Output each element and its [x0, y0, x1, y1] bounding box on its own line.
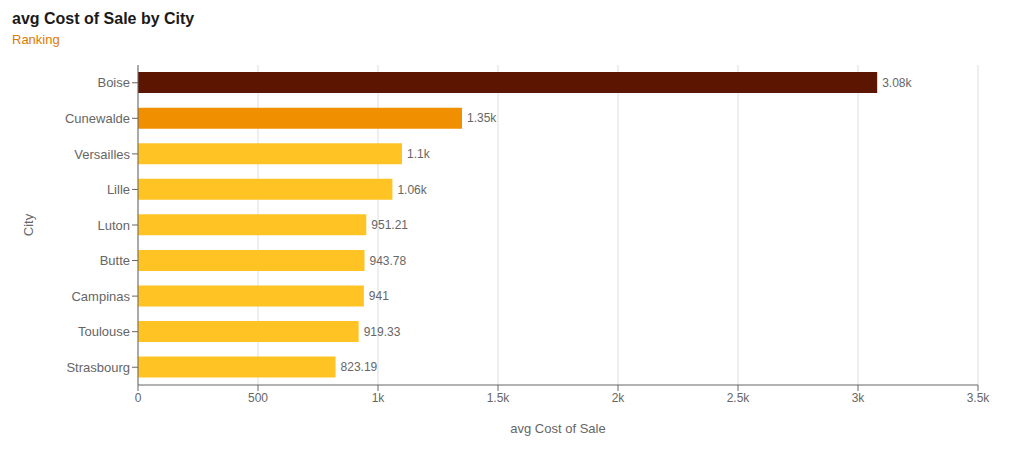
- svg-text:avg Cost of Sale: avg Cost of Sale: [510, 421, 605, 436]
- svg-text:500: 500: [248, 391, 268, 405]
- svg-text:2.5k: 2.5k: [727, 391, 751, 405]
- svg-text:943.78: 943.78: [370, 254, 407, 268]
- svg-text:Versailles: Versailles: [74, 147, 130, 162]
- svg-text:3k: 3k: [852, 391, 866, 405]
- svg-text:0: 0: [135, 391, 142, 405]
- svg-text:1.35k: 1.35k: [467, 111, 497, 125]
- svg-text:3.5k: 3.5k: [967, 391, 991, 405]
- svg-text:919.33: 919.33: [364, 325, 401, 339]
- svg-text:Cunewalde: Cunewalde: [65, 111, 130, 126]
- svg-text:Lille: Lille: [107, 182, 130, 197]
- svg-text:Luton: Luton: [97, 218, 130, 233]
- svg-text:3.08k: 3.08k: [882, 76, 912, 90]
- svg-text:Campinas: Campinas: [71, 289, 130, 304]
- svg-text:City: City: [21, 213, 36, 236]
- svg-text:951.21: 951.21: [371, 218, 408, 232]
- svg-text:1.06k: 1.06k: [397, 183, 427, 197]
- svg-text:1.5k: 1.5k: [487, 391, 511, 405]
- html-text:Ranking: Ranking: [12, 32, 60, 47]
- svg-text:Boise: Boise: [97, 75, 130, 90]
- svg-text:Toulouse: Toulouse: [78, 324, 130, 339]
- svg-text:941: 941: [369, 289, 389, 303]
- svg-text:Strasbourg: Strasbourg: [66, 360, 130, 375]
- svg-text:2k: 2k: [612, 391, 626, 405]
- svg-text:1.1k: 1.1k: [407, 147, 431, 161]
- svg-text:Butte: Butte: [100, 253, 130, 268]
- svg-text:823.19: 823.19: [341, 360, 378, 374]
- html-text:avg Cost of Sale by City: avg Cost of Sale by City: [12, 10, 195, 27]
- svg-text:1k: 1k: [372, 391, 386, 405]
